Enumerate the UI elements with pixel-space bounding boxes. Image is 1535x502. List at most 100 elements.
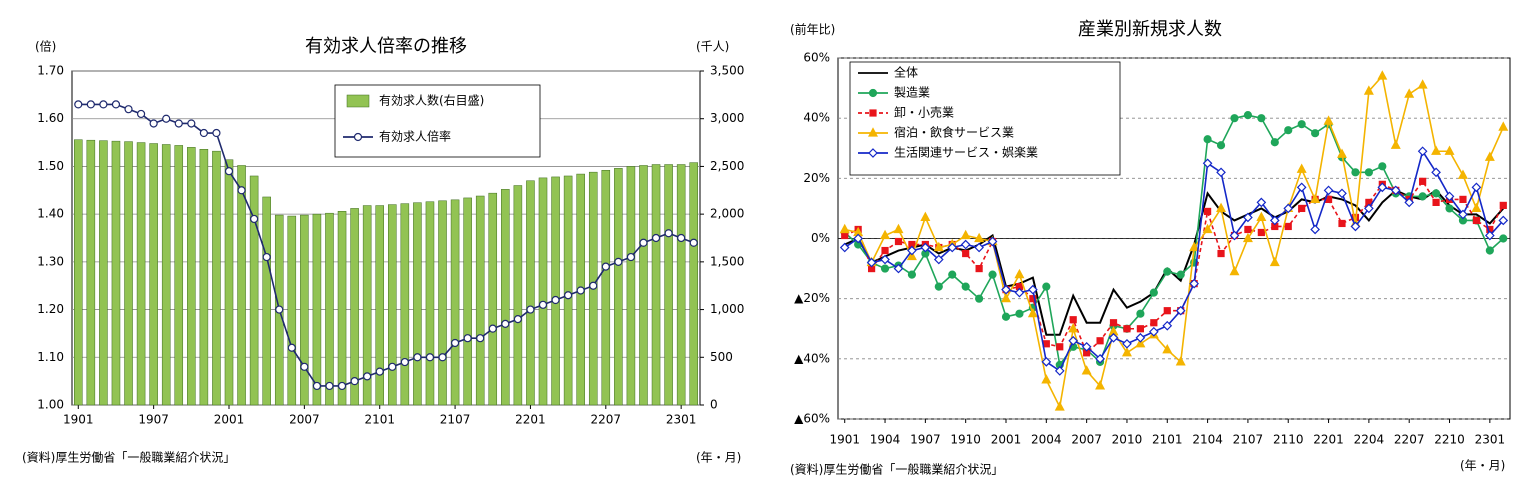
- marker: [664, 229, 673, 238]
- marker: [1122, 338, 1132, 349]
- x-tick-label: 2301: [1475, 433, 1506, 447]
- x-tick-label: 2201: [1313, 433, 1344, 447]
- marker: [1459, 195, 1467, 203]
- y2-tick-label: 2,500: [710, 159, 744, 173]
- bar: [551, 176, 560, 406]
- marker: [868, 148, 878, 158]
- y2-axis-label: (千人): [696, 40, 729, 54]
- marker: [86, 100, 95, 109]
- marker: [1108, 332, 1119, 343]
- marker: [212, 128, 221, 138]
- line: [844, 179, 1504, 355]
- marker: [1081, 341, 1092, 352]
- marker: [1202, 223, 1213, 234]
- marker: [1350, 221, 1361, 232]
- bar: [212, 150, 221, 406]
- marker: [1270, 138, 1279, 147]
- bar: [538, 177, 548, 406]
- bar: [639, 165, 648, 406]
- marker: [1444, 191, 1455, 202]
- marker: [450, 338, 460, 348]
- marker: [920, 211, 931, 222]
- marker: [601, 262, 610, 271]
- marker: [974, 232, 985, 243]
- bar: [450, 199, 460, 406]
- marker: [1150, 319, 1158, 327]
- marker: [74, 100, 83, 109]
- bar: [563, 175, 573, 406]
- marker: [124, 105, 133, 114]
- x-tick-label: 2207: [1394, 433, 1425, 447]
- marker: [350, 377, 359, 386]
- x-tick-label: 2204: [1354, 433, 1385, 447]
- y-tick-label: 1.00: [37, 398, 64, 412]
- marker: [907, 245, 917, 256]
- bar: [111, 140, 121, 406]
- marker: [1216, 167, 1226, 178]
- marker: [839, 223, 850, 234]
- marker: [1217, 249, 1225, 258]
- marker: [1338, 219, 1346, 228]
- y-tick-label: ▲20%: [794, 291, 830, 305]
- marker: [1472, 216, 1481, 225]
- marker: [463, 334, 472, 343]
- y-tick-label: 1.30: [37, 254, 64, 268]
- bar: [488, 192, 498, 406]
- marker: [1484, 230, 1495, 241]
- marker: [1471, 182, 1482, 193]
- x-tick-label: 2101: [1152, 433, 1183, 447]
- marker: [111, 100, 121, 109]
- marker: [1269, 256, 1280, 267]
- legend-label: 生活関連サービス・娯楽業: [894, 146, 1038, 160]
- marker: [162, 114, 171, 123]
- marker: [149, 119, 158, 128]
- marker: [1404, 88, 1415, 98]
- marker: [1068, 335, 1079, 346]
- marker: [1419, 177, 1427, 185]
- marker: [1216, 202, 1227, 213]
- marker: [626, 252, 636, 262]
- source: (資料)厚生労働省「一般職業紹介状況」: [790, 462, 1003, 477]
- marker: [1458, 209, 1468, 220]
- marker: [880, 254, 890, 265]
- marker: [1257, 114, 1266, 123]
- marker: [934, 282, 943, 291]
- marker: [987, 236, 998, 247]
- bar: [124, 141, 133, 406]
- marker: [1256, 211, 1267, 222]
- marker: [1202, 158, 1213, 169]
- x-tick-label: 2104: [1192, 433, 1223, 447]
- y-tick-label: 1.50: [37, 159, 64, 173]
- marker: [1445, 204, 1454, 213]
- x-tick-label: 1907: [138, 413, 169, 427]
- marker: [199, 128, 208, 138]
- y-axis-label: (前年比): [790, 22, 835, 37]
- legend-swatch: [346, 94, 370, 108]
- marker: [1175, 356, 1186, 366]
- marker: [275, 305, 284, 314]
- marker: [1121, 347, 1132, 357]
- marker: [1243, 111, 1253, 120]
- x-tick-label: 2101: [364, 413, 395, 427]
- marker: [614, 257, 623, 266]
- y2-tick-label: 1,000: [710, 302, 744, 316]
- x-tick-label: 1901: [829, 433, 860, 447]
- legend-label: 有効求人数(右目盛): [379, 93, 484, 108]
- bar: [400, 203, 410, 406]
- marker: [1337, 188, 1347, 199]
- marker: [853, 233, 864, 244]
- marker: [1056, 343, 1064, 351]
- bar: [614, 168, 623, 406]
- x-tick-label: 1904: [870, 433, 901, 447]
- bar: [300, 214, 309, 406]
- y-tick-label: 1.60: [37, 111, 64, 125]
- bar: [689, 162, 698, 406]
- bar: [413, 202, 422, 406]
- marker: [1001, 312, 1011, 321]
- x-tick-label: 2004: [1031, 433, 1062, 447]
- y2-tick-label: 2,000: [710, 207, 744, 221]
- marker: [250, 214, 259, 224]
- marker: [1042, 340, 1050, 348]
- marker: [1457, 169, 1468, 179]
- y-tick-label: ▲60%: [794, 412, 830, 426]
